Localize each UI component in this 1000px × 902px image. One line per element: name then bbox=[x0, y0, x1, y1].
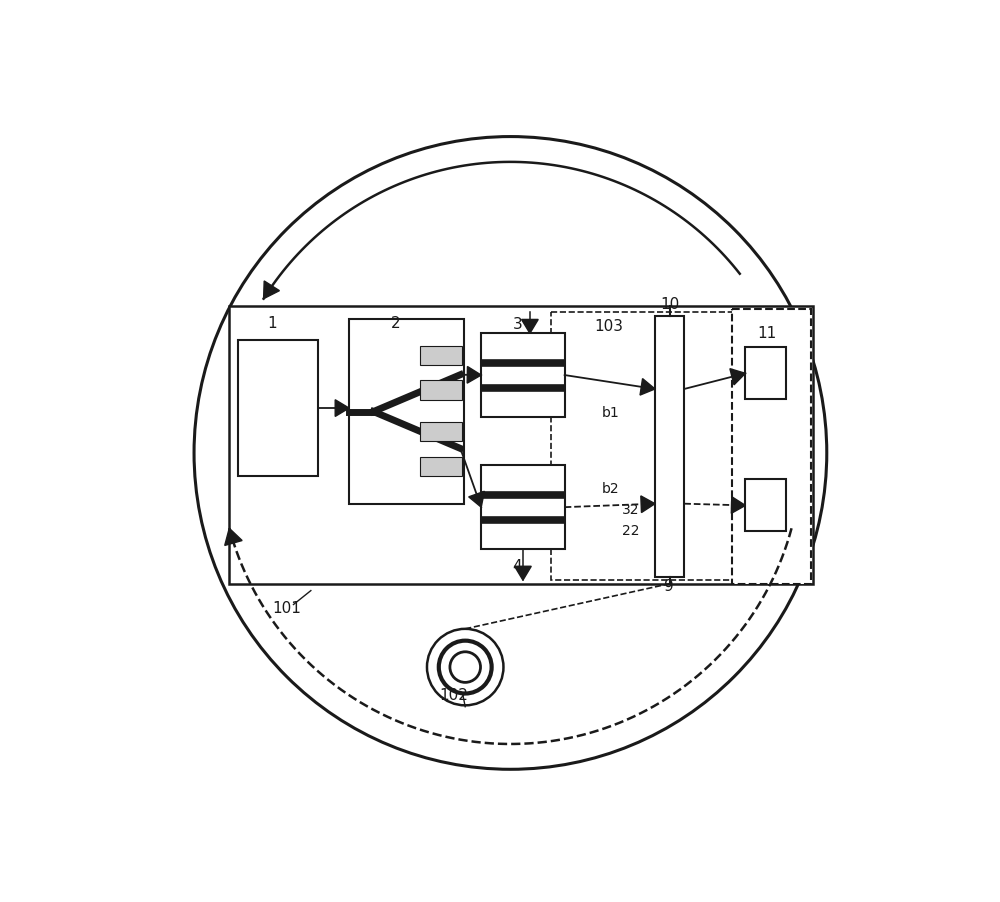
Text: 103: 103 bbox=[595, 319, 624, 334]
Text: 11: 11 bbox=[757, 326, 776, 341]
Bar bbox=[745, 480, 786, 532]
Text: b1: b1 bbox=[601, 406, 619, 419]
Bar bbox=[745, 348, 786, 400]
Text: 9: 9 bbox=[664, 578, 674, 594]
Bar bbox=[349, 320, 464, 504]
Text: 1: 1 bbox=[268, 315, 277, 330]
Polygon shape bbox=[335, 400, 349, 417]
Bar bbox=[481, 466, 565, 549]
Polygon shape bbox=[469, 492, 484, 508]
Polygon shape bbox=[641, 496, 655, 513]
Text: 102: 102 bbox=[439, 687, 468, 703]
Polygon shape bbox=[640, 379, 655, 396]
Bar bbox=[229, 306, 813, 584]
Bar bbox=[420, 346, 462, 365]
Polygon shape bbox=[467, 367, 481, 383]
Text: 10: 10 bbox=[660, 297, 679, 312]
Text: b2: b2 bbox=[601, 482, 619, 496]
Bar bbox=[420, 457, 462, 476]
Text: 22: 22 bbox=[622, 523, 640, 538]
Polygon shape bbox=[731, 497, 745, 514]
Text: 101: 101 bbox=[273, 601, 301, 616]
Polygon shape bbox=[264, 281, 279, 299]
Text: 4: 4 bbox=[512, 558, 522, 574]
Bar bbox=[238, 341, 318, 476]
Polygon shape bbox=[522, 320, 538, 334]
Polygon shape bbox=[730, 369, 745, 385]
Bar bbox=[481, 334, 565, 418]
Bar bbox=[420, 422, 462, 442]
Text: 32: 32 bbox=[622, 502, 640, 517]
Text: 2: 2 bbox=[391, 315, 400, 330]
Bar bbox=[655, 317, 684, 577]
Bar bbox=[732, 309, 811, 584]
Bar bbox=[420, 381, 462, 400]
Polygon shape bbox=[225, 529, 242, 546]
Polygon shape bbox=[515, 566, 531, 581]
Bar bbox=[551, 313, 749, 581]
Text: 3: 3 bbox=[512, 317, 522, 332]
